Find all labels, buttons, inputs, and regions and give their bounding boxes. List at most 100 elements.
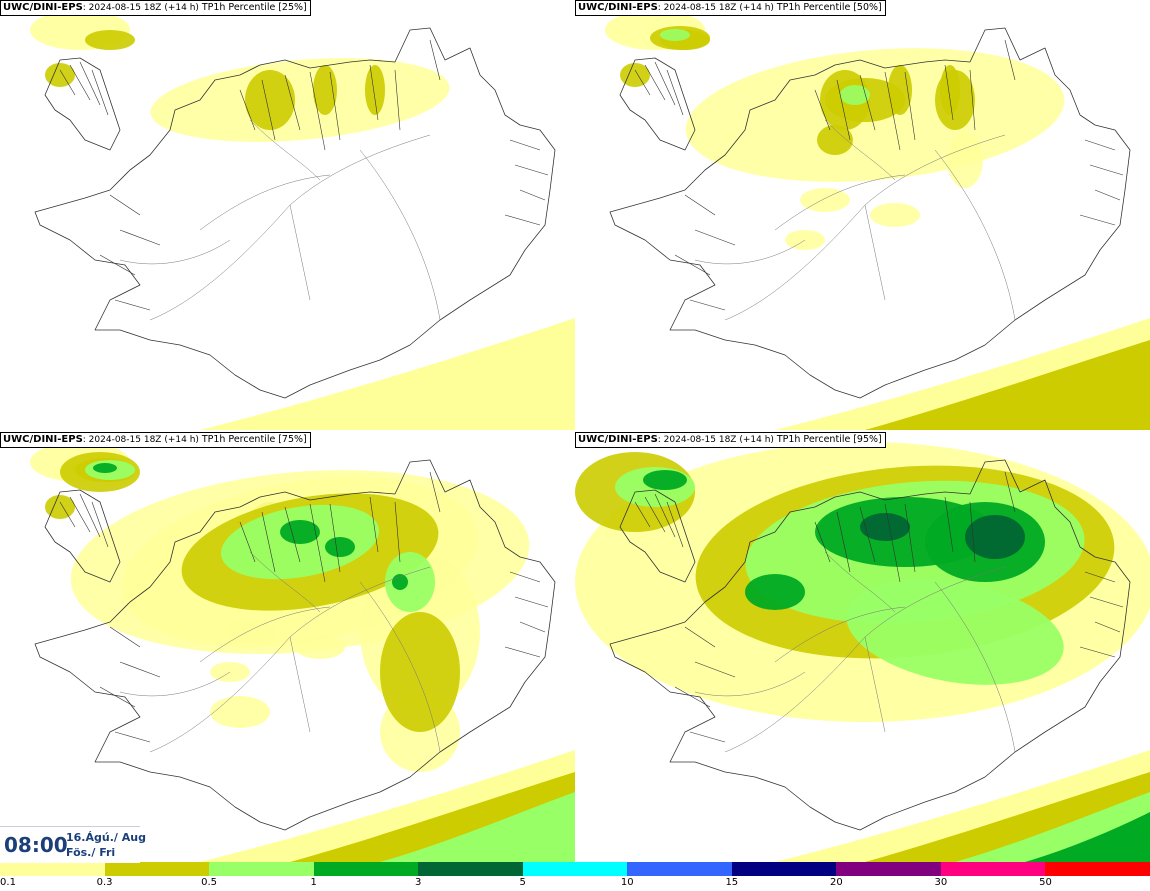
colorbar-segment (522, 862, 628, 876)
run-time: 2024-08-15 18Z (88, 435, 162, 445)
land-outline (619, 57, 696, 151)
colorbar-tick-label: 0.5 (201, 877, 218, 888)
land-outline (609, 27, 1131, 399)
colorbar-segment (731, 862, 837, 876)
model-name: UWC/DINI-EPS (3, 2, 83, 13)
fjord-lines (1079, 139, 1124, 226)
lead-time: (+14 h) (164, 3, 199, 13)
run-time: 2024-08-15 18Z (663, 3, 737, 13)
map-panel-50: UWC/DINI-EPS: 2024-08-15 18Z (+14 h) TP1… (575, 0, 1150, 430)
land-outline (609, 459, 1131, 831)
map-panel-75: UWC/DINI-EPS: 2024-08-15 18Z (+14 h) TP1… (0, 432, 575, 862)
fjord-lines (1079, 571, 1124, 658)
percentile-label: [25%] (278, 2, 307, 13)
precip-area (45, 495, 75, 519)
percentile-label: [95%] (853, 434, 882, 445)
colorbar-labels: 0.1 0.3 0.5 1 3 5 10 15 20 30 50 (0, 876, 1150, 891)
fjord-lines (674, 626, 736, 743)
precip-area (660, 29, 690, 41)
precip-area (150, 58, 450, 142)
precip-area (800, 188, 850, 212)
colorbar-segment (104, 862, 210, 876)
precip-area (85, 30, 135, 50)
colorbar-tick-label: 5 (519, 877, 526, 888)
valid-date: 16.Ágú./ Aug (66, 831, 146, 844)
precip-area (385, 552, 435, 612)
percentile-label: [50%] (853, 2, 882, 13)
fjord-lines (634, 493, 684, 548)
precip-area (620, 63, 650, 87)
precip-area (245, 70, 295, 130)
precip-band (1025, 812, 1150, 862)
precip-area (860, 513, 910, 541)
panel-header: UWC/DINI-EPS: 2024-08-15 18Z (+14 h) TP1… (575, 432, 886, 448)
precip-area (93, 463, 117, 473)
fjord-lines (634, 61, 684, 116)
precipitation-map (575, 442, 1150, 862)
precip-area (846, 579, 1064, 685)
precip-area (325, 537, 355, 557)
colorbar-segment (209, 862, 314, 876)
precip-area (947, 132, 983, 188)
valid-time: 08:00 (4, 833, 68, 857)
percentile-label: [75%] (278, 434, 307, 445)
colorbar (0, 862, 1150, 876)
fjord-lines (239, 71, 341, 151)
lead-time: (+14 h) (164, 435, 199, 445)
colorbar-tick-label: 50 (1039, 877, 1052, 888)
precip-area (965, 515, 1025, 559)
valid-time-box: 08:00 16.Ágú./ Aug Fös./ Fri (0, 826, 146, 863)
road-network (694, 119, 1016, 321)
fjord-lines (814, 503, 916, 583)
land-outline (44, 489, 121, 583)
fjord-lines (369, 39, 441, 131)
colorbar-tick-label: 0.3 (96, 877, 113, 888)
model-name: UWC/DINI-EPS (578, 2, 658, 13)
lead-time: (+14 h) (739, 435, 774, 445)
precip-band (380, 792, 575, 862)
fjord-lines (814, 71, 916, 151)
land-outline (34, 459, 556, 831)
fjord-lines (99, 194, 161, 311)
precip-band (200, 318, 575, 430)
colorbar-segment (627, 862, 732, 876)
colorbar-tick-label: 30 (934, 877, 948, 888)
fjord-lines (504, 139, 549, 226)
valid-weekday: Fös./ Fri (66, 846, 116, 859)
colorbar-tick-label: 10 (620, 877, 634, 888)
precip-area (935, 70, 975, 130)
precip-area (210, 696, 270, 728)
precip-band (865, 340, 1150, 430)
field-name: TP1h Percentile (201, 2, 276, 13)
fjord-lines (99, 626, 161, 743)
panel-header: UWC/DINI-EPS: 2024-08-15 18Z (+14 h) TP1… (575, 0, 886, 16)
colorbar-tick-label: 0.1 (0, 877, 16, 888)
field-name: TP1h Percentile (201, 434, 276, 445)
land-outline (619, 489, 696, 583)
colorbar-tick-label: 3 (414, 877, 422, 888)
precip-area (365, 65, 385, 115)
land-outline (44, 57, 121, 151)
model-name: UWC/DINI-EPS (578, 434, 658, 445)
colorbar-tick-label: 20 (829, 877, 843, 888)
colorbar-segment (940, 862, 1046, 876)
fjord-lines (674, 194, 736, 311)
precipitation-map (30, 10, 575, 430)
precip-area (392, 574, 408, 590)
colorbar-segment (836, 862, 941, 876)
precip-area (45, 63, 75, 87)
colorbar-segment (418, 862, 523, 876)
lead-time: (+14 h) (739, 3, 774, 13)
panel-header: UWC/DINI-EPS: 2024-08-15 18Z (+14 h) TP1… (0, 432, 311, 448)
fjord-lines (59, 61, 109, 116)
precip-area (745, 574, 805, 610)
fjord-lines (504, 571, 549, 658)
fjord-lines (944, 471, 1016, 563)
fjord-lines (239, 503, 341, 583)
precip-area (870, 203, 920, 227)
road-network (119, 119, 441, 321)
precipitation-map (30, 442, 575, 862)
colorbar-segment (0, 862, 105, 876)
fjord-lines (59, 493, 109, 548)
panel-header: UWC/DINI-EPS: 2024-08-15 18Z (+14 h) TP1… (0, 0, 311, 16)
